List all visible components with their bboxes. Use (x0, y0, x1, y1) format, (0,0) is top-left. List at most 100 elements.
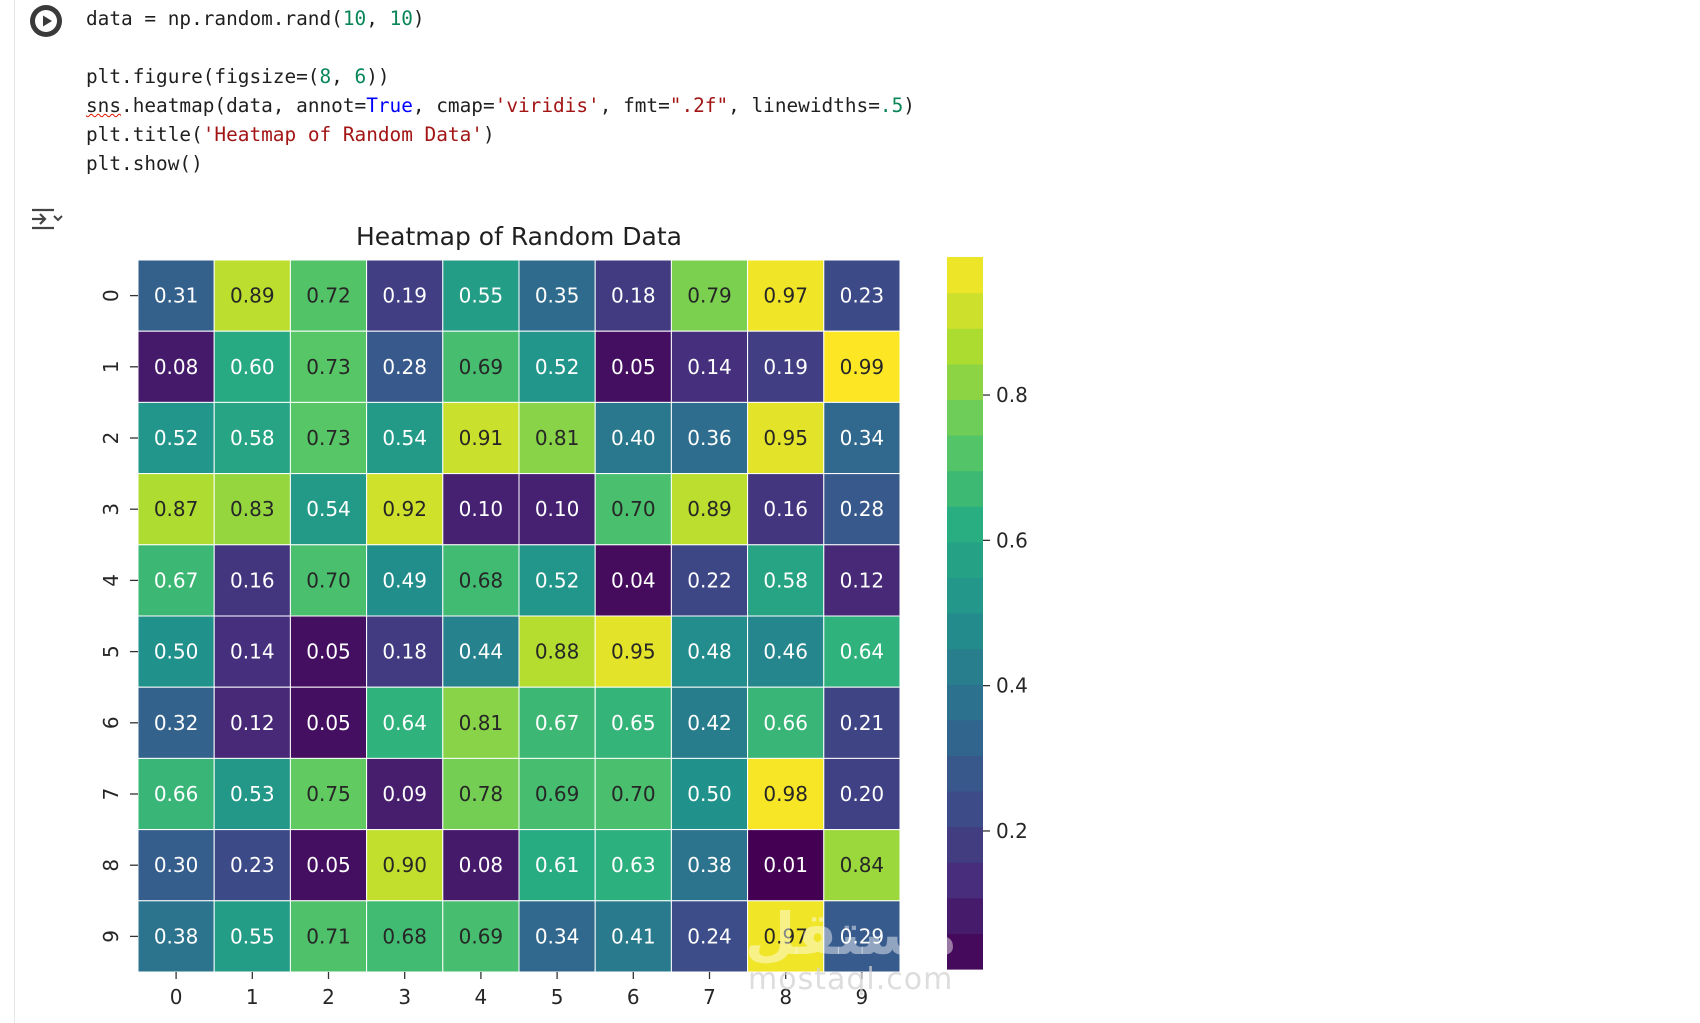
heatmap-cell (518, 900, 596, 973)
cell-annotation: 0.81 (459, 711, 504, 735)
cell-annotation: 0.48 (687, 640, 732, 664)
code-token: plt.show() (86, 152, 203, 175)
cell-annotation: 0.50 (154, 640, 199, 664)
colorbar-segment (947, 506, 983, 543)
cell-annotation: 0.31 (154, 284, 199, 308)
cell-annotation: 0.98 (763, 782, 808, 806)
play-icon (35, 10, 57, 32)
cell-annotation: 0.58 (230, 426, 275, 450)
heatmap-cell (594, 757, 672, 831)
cell-annotation: 0.69 (459, 355, 504, 379)
heatmap-cell (213, 259, 291, 332)
code-token: sns (86, 94, 122, 117)
cell-annotation: 0.73 (306, 426, 351, 450)
x-tick-label: 2 (322, 985, 335, 1009)
heatmap-cell (366, 259, 444, 332)
heatmap-cell (289, 544, 368, 617)
heatmap-cell (518, 259, 596, 332)
heatmap-cell (442, 544, 520, 617)
heatmap-cell (594, 330, 672, 403)
heatmap-cell (442, 829, 520, 902)
cell-annotation: 0.12 (230, 711, 275, 735)
code-token: 10 (342, 7, 367, 30)
cell-annotation: 0.88 (535, 640, 580, 664)
heatmap-cell (289, 473, 368, 546)
cell-annotation: 0.53 (230, 782, 275, 806)
code-token: .heatmap(data, annot= (121, 94, 367, 117)
run-cell-button[interactable] (30, 5, 62, 37)
heatmap-cell (594, 615, 672, 688)
cell-annotation: 0.54 (382, 426, 427, 450)
x-tick-label: 1 (246, 985, 259, 1009)
heatmap-cell (213, 829, 291, 902)
watermark-logo: مستقل (745, 900, 958, 968)
cell-annotation: 0.22 (687, 568, 732, 592)
colorbar-segment (947, 399, 983, 436)
cell-annotation: 0.99 (840, 355, 885, 379)
cell-annotation: 0.14 (687, 355, 732, 379)
code-editor[interactable]: data = np.random.rand(10, 10) plt.figure… (86, 4, 915, 178)
cell-annotation: 0.64 (840, 640, 885, 664)
cell-annotation: 0.16 (763, 497, 808, 521)
cell-annotation: 0.04 (611, 568, 656, 592)
colorbar-segment (947, 257, 983, 294)
cell-annotation: 0.71 (306, 924, 351, 948)
cell-annotation: 0.18 (382, 640, 427, 664)
heatmap-cell (518, 829, 596, 902)
heatmap-cell (366, 401, 444, 475)
cell-annotation: 0.61 (535, 853, 580, 877)
heatmap-cell (289, 686, 368, 759)
code-token: 'viridis' (494, 94, 600, 117)
cell-annotation: 0.66 (763, 711, 808, 735)
cell-annotation: 0.14 (230, 640, 275, 664)
output-toggle-button[interactable] (28, 205, 64, 235)
cell-annotation: 0.70 (611, 497, 656, 521)
cell-annotation: 0.67 (535, 711, 580, 735)
heatmap-cell (594, 900, 672, 973)
heatmap-cell (442, 401, 520, 475)
heatmap-cell (670, 473, 749, 546)
cell-annotation: 0.32 (154, 711, 199, 735)
x-tick-label: 0 (170, 985, 183, 1009)
cell-annotation: 0.36 (687, 426, 732, 450)
heatmap-cell (442, 900, 520, 973)
heatmap-cell (594, 544, 672, 617)
code-line: sns.heatmap(data, annot=True, cmap='viri… (86, 91, 915, 120)
colorbar-tick-label: 0.4 (996, 674, 1028, 698)
cell-annotation: 0.44 (459, 640, 504, 664)
colorbar-segment (947, 613, 983, 650)
cell-annotation: 0.10 (535, 497, 580, 521)
heatmap-cell (670, 401, 749, 475)
heatmap-cell (747, 686, 825, 759)
code-token: 10 (389, 7, 413, 30)
colorbar-segment (947, 933, 983, 970)
watermark-url: mostaql.com (748, 962, 954, 997)
colorbar-tick-label: 0.6 (996, 528, 1028, 552)
cell-annotation: 0.73 (306, 355, 351, 379)
colorbar-segment (947, 648, 983, 685)
cell-annotation: 0.78 (459, 782, 504, 806)
code-token: 8 (319, 65, 332, 88)
heatmap-cell (518, 330, 596, 403)
colorbar-segment (947, 791, 983, 828)
cell-annotation: 0.55 (230, 924, 275, 948)
cell-annotation: 0.49 (382, 568, 427, 592)
heatmap-cell (137, 259, 215, 332)
heatmap-cell (366, 473, 444, 546)
code-line: plt.show() (86, 149, 915, 178)
cell-annotation: 0.69 (535, 782, 580, 806)
x-tick-label: 4 (475, 985, 488, 1009)
cell-annotation: 0.69 (459, 924, 504, 948)
code-token: , fmt= (599, 94, 670, 117)
cell-annotation: 0.66 (154, 782, 199, 806)
heatmap-cell (594, 259, 672, 332)
cell-annotation: 0.08 (459, 853, 504, 877)
code-token: plt.title( (86, 123, 203, 146)
x-tick-label: 3 (398, 985, 411, 1009)
cell-annotation: 0.29 (840, 924, 885, 948)
heatmap-cell (442, 757, 520, 831)
heatmap-cell (137, 757, 215, 831)
cell-annotation: 0.40 (611, 426, 656, 450)
heatmap-cell (289, 900, 368, 973)
cell-annotation: 0.05 (306, 853, 351, 877)
